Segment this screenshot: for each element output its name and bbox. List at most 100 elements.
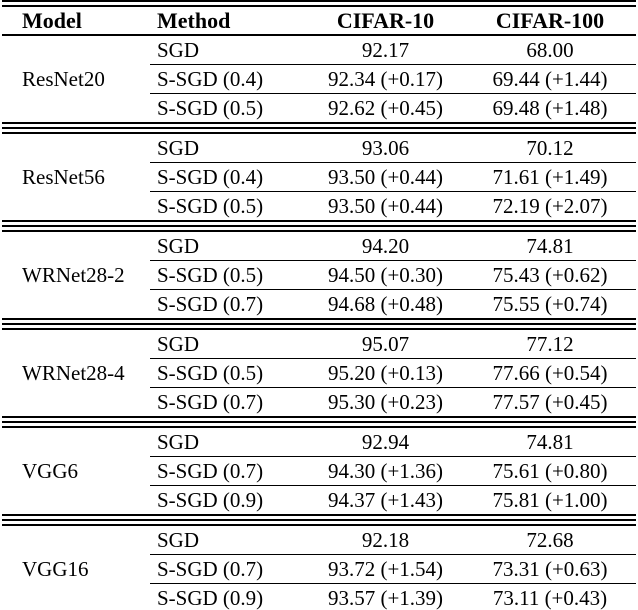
cifar100-cell: 75.43 (+0.62) bbox=[464, 260, 636, 290]
group-separator-rule bbox=[2, 514, 636, 526]
header-row: Model Method CIFAR-10 CIFAR-100 bbox=[2, 6, 636, 36]
cifar100-cell: 71.61 (+1.49) bbox=[464, 162, 636, 192]
cifar100-cell: 77.66 (+0.54) bbox=[464, 358, 636, 388]
model-group-wrnet28-4: WRNet28-4 SGD 95.07 77.12 S-SGD (0.5) 95… bbox=[2, 330, 636, 428]
cifar10-cell: 92.18 bbox=[307, 526, 464, 555]
model-group-vgg16: VGG16 SGD 92.18 72.68 S-SGD (0.7) 93.72 … bbox=[2, 526, 636, 610]
method-cell: S-SGD (0.5) bbox=[157, 194, 264, 218]
table-row: S-SGD (0.5) 94.50 (+0.30) 75.43 (+0.62) bbox=[2, 260, 636, 290]
cifar10-cell: 95.20 (+0.13) bbox=[307, 358, 464, 388]
method-cell: S-SGD (0.4) bbox=[150, 162, 307, 192]
cifar10-cell: 95.30 (+0.23) bbox=[327, 390, 444, 414]
model-cell: WRNet28-2 bbox=[22, 263, 125, 287]
column-header-cifar10: CIFAR-10 bbox=[307, 6, 464, 36]
cifar10-cell: 94.37 (+1.43) bbox=[327, 488, 444, 512]
cifar10-cell: 94.20 bbox=[307, 232, 464, 261]
method-cell: S-SGD (0.9) bbox=[157, 488, 264, 512]
table-row: S-SGD (0.4) 93.50 (+0.44) 71.61 (+1.49) bbox=[2, 162, 636, 192]
model-group-vgg6: VGG6 SGD 92.94 74.81 S-SGD (0.7) 94.30 (… bbox=[2, 428, 636, 526]
method-cell: S-SGD (0.7) bbox=[150, 554, 307, 584]
table-row: S-SGD (0.7) 93.72 (+1.54) 73.31 (+0.63) bbox=[2, 554, 636, 584]
method-cell: SGD bbox=[150, 134, 307, 163]
group-separator-rule bbox=[2, 122, 636, 134]
table-row: S-SGD (0.5) 92.62 (+0.45) 69.48 (+1.48) bbox=[2, 94, 636, 124]
cifar10-cell: 92.62 (+0.45) bbox=[327, 96, 444, 120]
cifar10-cell: 94.30 (+1.36) bbox=[307, 456, 464, 486]
model-group-resnet20: ResNet20 SGD 92.17 68.00 S-SGD (0.4) 92.… bbox=[2, 35, 636, 134]
group-separator-rule bbox=[2, 318, 636, 330]
method-cell: S-SGD (0.5) bbox=[157, 96, 264, 120]
group-separator-line bbox=[2, 514, 636, 526]
model-cell: ResNet20 bbox=[22, 67, 105, 91]
cifar10-cell: 92.94 bbox=[307, 428, 464, 457]
cifar100-cell: 69.48 (+1.48) bbox=[492, 96, 608, 120]
cifar10-cell: 93.50 (+0.44) bbox=[327, 194, 444, 218]
method-cell: SGD bbox=[150, 35, 307, 65]
method-cell: S-SGD (0.4) bbox=[150, 64, 307, 94]
method-cell: SGD bbox=[150, 428, 307, 457]
table-row: ResNet20 SGD 92.17 68.00 bbox=[2, 35, 636, 91]
group-separator-line bbox=[2, 220, 636, 232]
model-group-resnet56: ResNet56 SGD 93.06 70.12 S-SGD (0.4) 93.… bbox=[2, 134, 636, 232]
cifar100-cell: 77.12 bbox=[464, 330, 636, 359]
table-row: S-SGD (0.4) 92.34 (+0.17) 69.44 (+1.44) bbox=[2, 64, 636, 94]
cifar100-cell: 77.57 (+0.45) bbox=[492, 390, 608, 414]
cifar100-cell: 74.81 bbox=[464, 428, 636, 457]
table-row: S-SGD (0.7) 94.30 (+1.36) 75.61 (+0.80) bbox=[2, 456, 636, 486]
model-group-wrnet28-2: WRNet28-2 SGD 94.20 74.81 S-SGD (0.5) 94… bbox=[2, 232, 636, 330]
top-double-rule bbox=[2, 0, 636, 7]
group-separator-rule bbox=[2, 416, 636, 428]
table-row: S-SGD (0.5) 93.50 (+0.44) 72.19 (+2.07) bbox=[2, 192, 636, 222]
method-cell: SGD bbox=[150, 330, 307, 359]
table-row: S-SGD (0.9) 94.37 (+1.43) 75.81 (+1.00) bbox=[2, 486, 636, 516]
cifar10-cell: 93.57 (+1.39) bbox=[327, 586, 444, 610]
method-cell: S-SGD (0.5) bbox=[150, 260, 307, 290]
table-row: WRNet28-2 SGD 94.20 74.81 bbox=[2, 232, 636, 287]
table-row: S-SGD (0.7) 94.68 (+0.48) 75.55 (+0.74) bbox=[2, 290, 636, 320]
cifar10-cell: 92.17 bbox=[307, 35, 464, 65]
group-separator-line bbox=[2, 318, 636, 330]
model-cell: WRNet28-4 bbox=[22, 361, 125, 385]
cifar100-cell: 75.61 (+0.80) bbox=[464, 456, 636, 486]
model-cell: ResNet56 bbox=[22, 165, 105, 189]
method-cell: S-SGD (0.5) bbox=[150, 358, 307, 388]
column-header-cifar100: CIFAR-100 bbox=[464, 6, 636, 36]
method-cell: S-SGD (0.7) bbox=[150, 456, 307, 486]
cifar10-cell: 93.72 (+1.54) bbox=[307, 554, 464, 584]
method-cell: S-SGD (0.7) bbox=[157, 292, 264, 316]
cifar100-cell: 68.00 bbox=[464, 35, 636, 65]
table-row: S-SGD (0.5) 95.20 (+0.13) 77.66 (+0.54) bbox=[2, 358, 636, 388]
column-header-model: Model bbox=[2, 6, 150, 36]
cifar100-cell: 73.11 (+0.43) bbox=[492, 586, 608, 610]
cifar10-cell: 92.34 (+0.17) bbox=[307, 64, 464, 94]
table-row: ResNet56 SGD 93.06 70.12 bbox=[2, 134, 636, 189]
cifar100-cell: 72.68 bbox=[464, 526, 636, 555]
table-row: WRNet28-4 SGD 95.07 77.12 bbox=[2, 330, 636, 385]
model-cell: VGG16 bbox=[22, 557, 89, 581]
method-cell: S-SGD (0.9) bbox=[157, 586, 264, 610]
table-row: S-SGD (0.9) 93.57 (+1.39) 73.11 (+0.43) bbox=[2, 584, 636, 610]
cifar100-cell: 72.19 (+2.07) bbox=[492, 194, 608, 218]
method-cell: S-SGD (0.7) bbox=[157, 390, 264, 414]
method-cell: SGD bbox=[150, 232, 307, 261]
cifar10-cell: 94.50 (+0.30) bbox=[307, 260, 464, 290]
cifar10-cell: 94.68 (+0.48) bbox=[327, 292, 444, 316]
table-row: VGG6 SGD 92.94 74.81 bbox=[2, 428, 636, 483]
table-row: VGG16 SGD 92.18 72.68 bbox=[2, 526, 636, 581]
column-header-method: Method bbox=[150, 6, 307, 36]
top-double-rule-line bbox=[2, 0, 636, 7]
method-cell: SGD bbox=[150, 526, 307, 555]
cifar100-cell: 73.31 (+0.63) bbox=[464, 554, 636, 584]
cifar100-cell: 69.44 (+1.44) bbox=[464, 64, 636, 94]
cifar100-cell: 74.81 bbox=[464, 232, 636, 261]
model-cell: VGG6 bbox=[22, 459, 78, 483]
cifar10-cell: 93.50 (+0.44) bbox=[307, 162, 464, 192]
cifar100-cell: 70.12 bbox=[464, 134, 636, 163]
cifar100-cell: 75.55 (+0.74) bbox=[492, 292, 608, 316]
table-row: S-SGD (0.7) 95.30 (+0.23) 77.57 (+0.45) bbox=[2, 388, 636, 418]
group-separator-rule bbox=[2, 220, 636, 232]
cifar100-cell: 75.81 (+1.00) bbox=[492, 488, 608, 512]
group-separator-line bbox=[2, 416, 636, 428]
